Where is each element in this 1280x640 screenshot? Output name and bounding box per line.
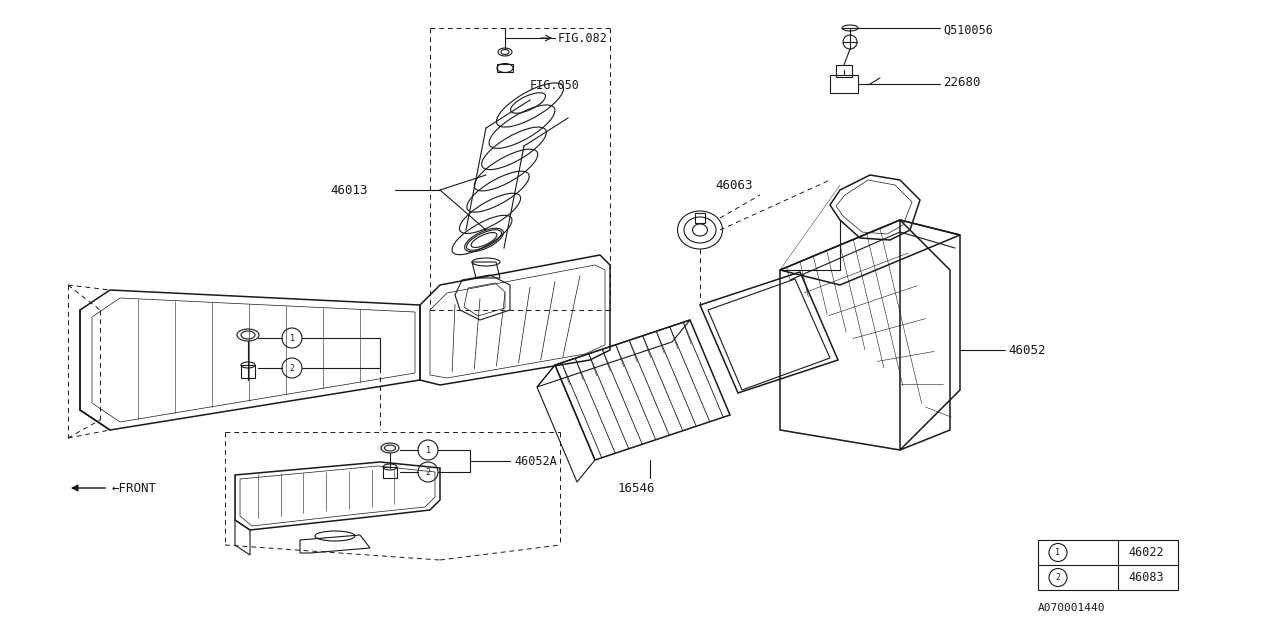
Text: 2: 2: [289, 364, 294, 372]
Text: 46052: 46052: [1009, 344, 1046, 356]
Text: 2: 2: [1056, 573, 1061, 582]
Bar: [695, 213, 705, 223]
Text: 46022: 46022: [1128, 546, 1164, 559]
Bar: [829, 75, 858, 93]
Text: A070001440: A070001440: [1038, 603, 1106, 613]
Text: 2: 2: [425, 467, 430, 477]
Text: 22680: 22680: [943, 76, 980, 88]
Text: 46013: 46013: [330, 184, 367, 196]
Bar: [836, 65, 852, 77]
Text: 1: 1: [289, 333, 294, 342]
Text: 46063: 46063: [716, 179, 753, 191]
Bar: [497, 64, 513, 72]
Text: FIG.082: FIG.082: [558, 31, 608, 45]
Text: 1: 1: [425, 445, 430, 454]
Text: 1: 1: [1056, 548, 1061, 557]
Text: 16546: 16546: [618, 481, 655, 495]
Text: Q510056: Q510056: [943, 24, 993, 36]
Bar: [1038, 540, 1178, 590]
Text: 46083: 46083: [1128, 571, 1164, 584]
Text: ←FRONT: ←FRONT: [113, 481, 157, 495]
Text: FIG.050: FIG.050: [530, 79, 580, 92]
Text: 46052A: 46052A: [515, 454, 557, 467]
